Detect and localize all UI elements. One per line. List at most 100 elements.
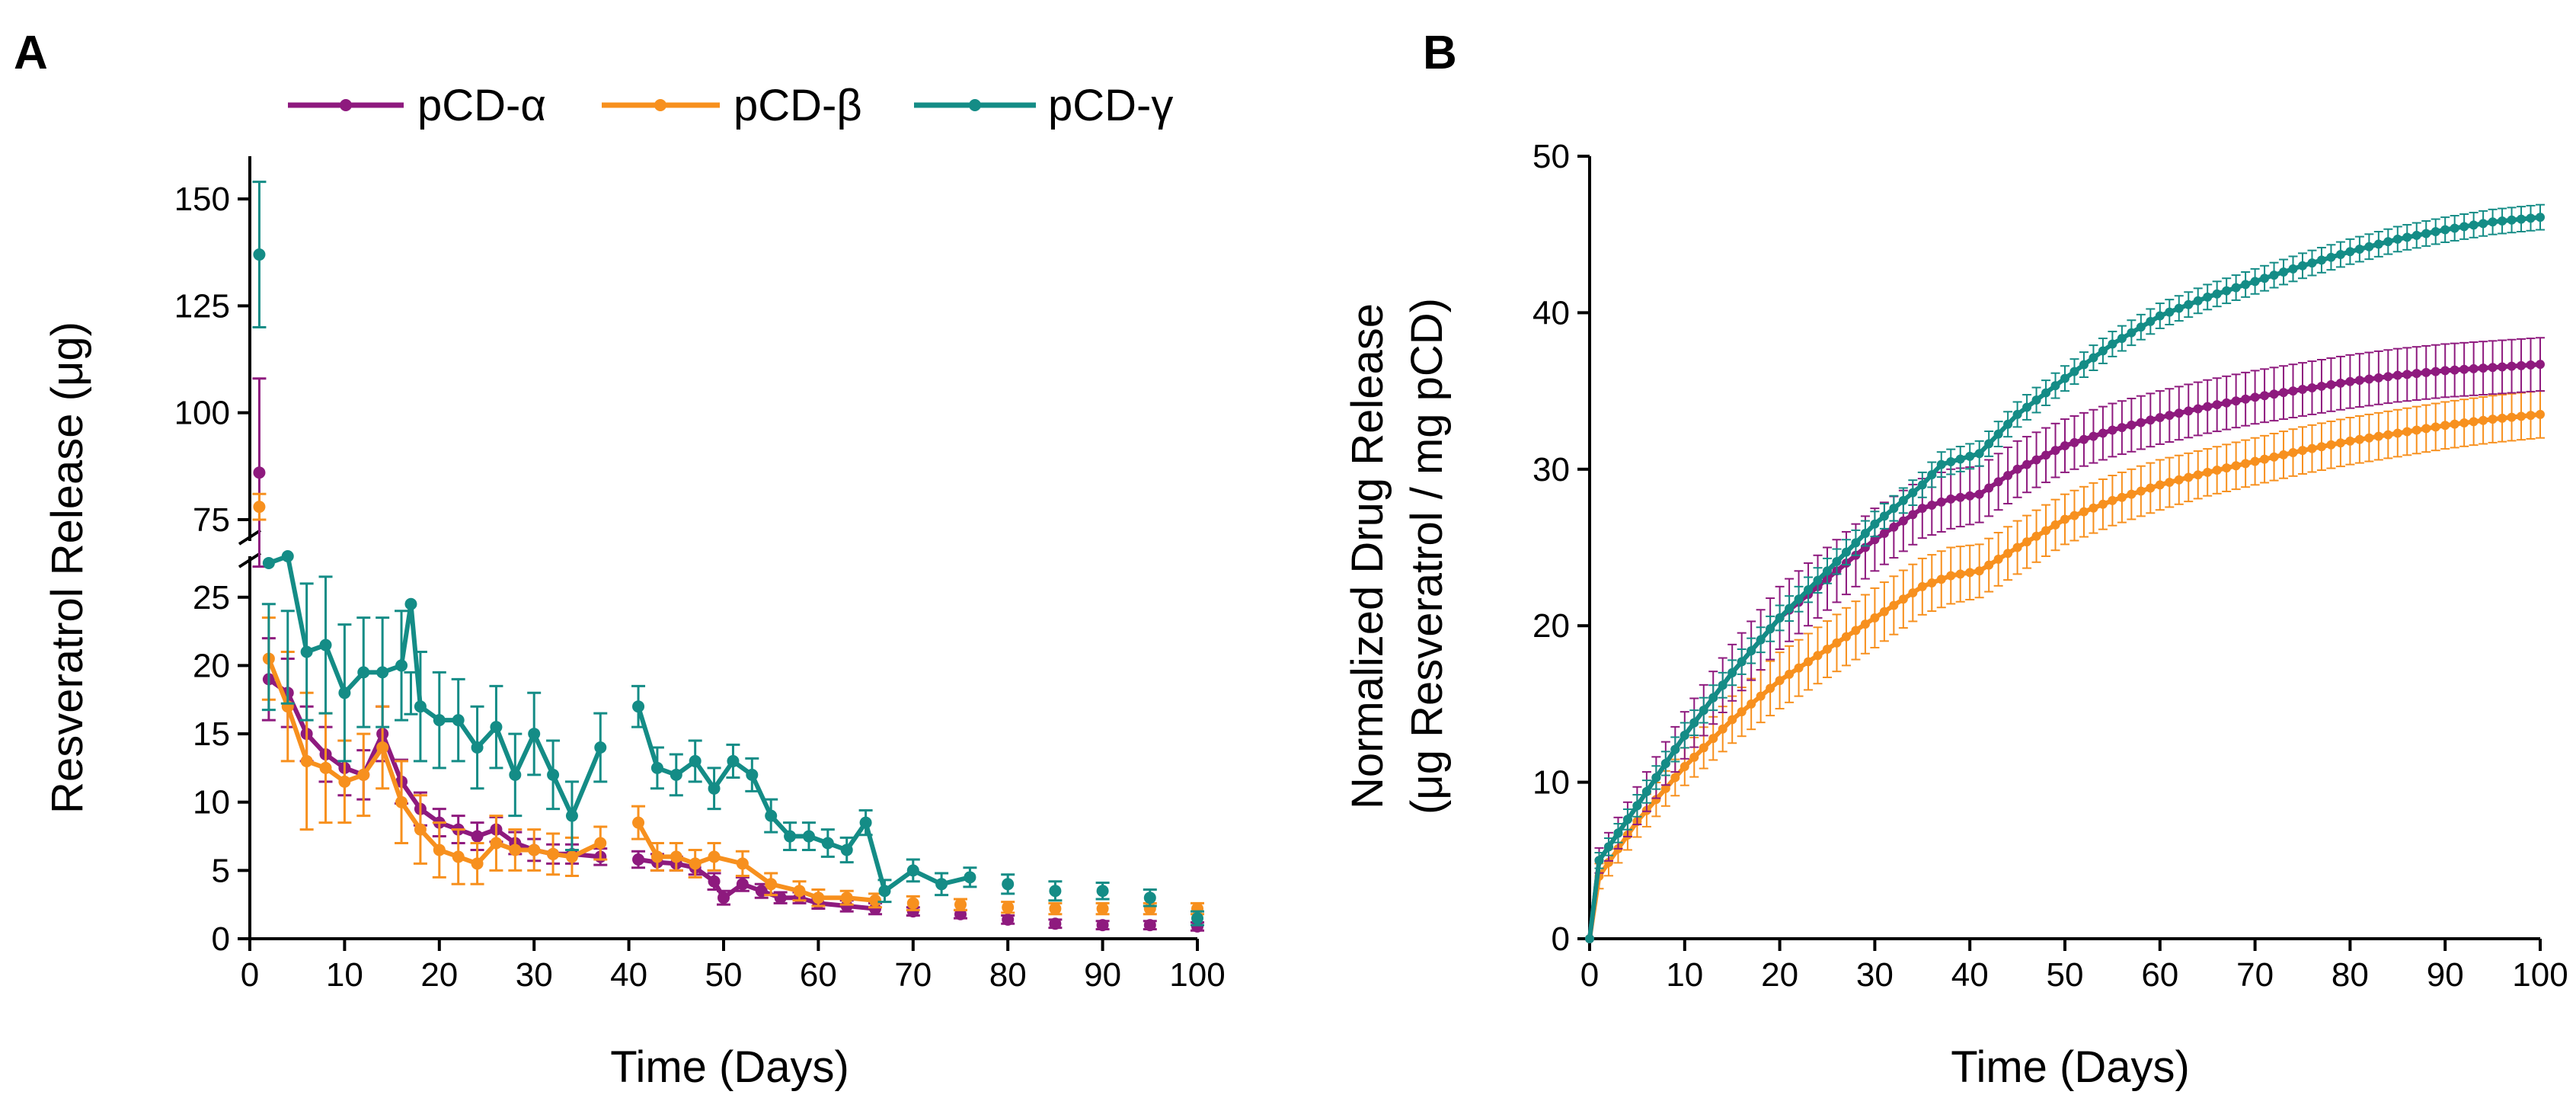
- panel-b-data-point-alpha: [2069, 437, 2079, 447]
- panel-b-data-point-gamma: [1879, 511, 1889, 521]
- panel-b-x-tick-label: 70: [2236, 956, 2274, 994]
- panel-b-data-point-beta: [2536, 409, 2545, 419]
- panel-b-data-point-gamma: [2431, 227, 2440, 237]
- panel-b-data-point-beta: [2231, 461, 2241, 471]
- panel-a-data-point-alpha: [1143, 919, 1156, 932]
- panel-b-data-point-beta: [2498, 413, 2507, 423]
- panel-b-data-point-gamma: [1860, 529, 1870, 539]
- panel-b-data-point-gamma: [2127, 328, 2137, 338]
- panel-a-series-beta: [252, 492, 1204, 916]
- panel-b-data-point-alpha: [2392, 370, 2402, 380]
- panel-a-data-point-gamma: [594, 741, 607, 754]
- panel-b-data-point-beta: [1708, 734, 1718, 744]
- panel-b-data-point-gamma: [1641, 786, 1651, 796]
- panel-b-data-point-alpha: [2155, 413, 2165, 423]
- panel-b-data-point-gamma: [1585, 934, 1594, 943]
- panel-b-data-point-alpha: [2450, 365, 2459, 375]
- panel-a-y-tick-label: 150: [174, 181, 230, 218]
- panel-b-data-point-gamma: [2335, 249, 2345, 259]
- panel-a-data-point-beta: [708, 850, 721, 863]
- panel-b-data-point-gamma: [1936, 459, 1946, 469]
- panel-b-data-point-beta: [1908, 588, 1918, 598]
- panel-b-data-point-beta: [2155, 480, 2165, 490]
- panel-a-data-point-beta: [594, 837, 607, 850]
- panel-b-data-point-gamma: [1747, 646, 1756, 656]
- panel-b-data-point-alpha: [2383, 372, 2393, 382]
- panel-b-y-tick-label: 30: [1532, 451, 1570, 488]
- panel-a-y-tick-label: 15: [193, 715, 230, 753]
- panel-b-data-point-gamma: [1917, 480, 1927, 490]
- panel-b-data-point-alpha: [2003, 471, 2013, 481]
- panel-b-data-point-gamma: [2174, 303, 2184, 313]
- panel-a-data-point-gamma: [632, 700, 645, 713]
- panel-b-data-point-alpha: [2288, 386, 2298, 396]
- panel-b-data-point-alpha: [2108, 425, 2117, 435]
- panel-b-data-point-beta: [2364, 433, 2374, 443]
- panel-a-x-tick-label: 20: [420, 956, 458, 994]
- panel-a-data-point-gamma: [906, 864, 919, 877]
- panel-a-data-point-beta: [840, 892, 853, 904]
- panel-b-data-point-gamma: [2193, 296, 2203, 306]
- panel-b-data-point-beta: [1651, 795, 1661, 805]
- panel-a-data-point-gamma: [376, 666, 389, 679]
- panel-b-data-point-alpha: [2079, 434, 2089, 444]
- panel-b-data-point-alpha: [2526, 360, 2536, 370]
- panel-a-x-tick-label: 50: [705, 956, 743, 994]
- panel-b-data-point-gamma: [2326, 252, 2336, 262]
- panel-b-data-point-beta: [2488, 415, 2498, 424]
- panel-b-data-point-beta: [1804, 657, 1814, 667]
- panel-a-series-gamma: [252, 181, 1204, 927]
- panel-b-data-point-gamma: [2050, 381, 2060, 391]
- panel-b-data-point-beta: [1747, 699, 1756, 709]
- panel-b-data-point-alpha: [2402, 370, 2412, 379]
- panel-b-data-point-alpha: [2117, 423, 2127, 433]
- panel-b-data-point-beta: [2507, 412, 2517, 422]
- panel-b-x-tick-label: 30: [1856, 956, 1894, 994]
- panel-a-data-point-beta: [736, 857, 749, 870]
- panel-b-data-point-gamma: [2241, 280, 2251, 290]
- panel-b-data-point-beta: [2022, 537, 2032, 547]
- panel-b-data-point-beta: [1737, 707, 1747, 717]
- panel-a-data-point-alpha: [632, 853, 645, 866]
- panel-b-y-axis-title-line1: Normalized Drug Release: [1343, 303, 1392, 809]
- panel-a-x-tick-label: 10: [326, 956, 363, 994]
- panel-b-data-point-gamma: [2517, 214, 2526, 224]
- panel-b-data-point-beta: [2354, 434, 2364, 444]
- panel-a-y-tick-label: 10: [193, 784, 230, 821]
- panel-b-data-point-gamma: [2117, 334, 2127, 344]
- panel-b-data-point-beta: [1965, 568, 1975, 578]
- panel-b-data-point-gamma: [1908, 488, 1918, 498]
- legend: pCD-α pCD-β pCD-γ: [288, 81, 1173, 130]
- panel-b-data-point-beta: [2298, 446, 2307, 456]
- panel-b-data-point-alpha: [2031, 455, 2041, 465]
- panel-b-data-point-gamma: [2507, 215, 2517, 225]
- panel-b-data-point-alpha: [2184, 406, 2194, 416]
- panel-b-data-point-alpha: [2479, 363, 2488, 373]
- panel-a-data-point-gamma: [528, 728, 541, 741]
- panel-b-data-point-gamma: [1898, 495, 1908, 505]
- panel-b-data-point-gamma: [2069, 367, 2079, 376]
- panel-b-data-point-beta: [1860, 619, 1870, 629]
- panel-a-data-point-gamma: [404, 597, 417, 610]
- panel-b-data-point-gamma: [2479, 219, 2488, 229]
- panel-b-data-point-beta: [2450, 419, 2459, 429]
- panel-b-data-point-gamma: [1613, 828, 1623, 838]
- panel-b-data-point-beta: [2146, 483, 2156, 493]
- panel-b-y-tick-label: 10: [1532, 764, 1570, 802]
- panel-b-data-point-alpha: [2231, 396, 2241, 406]
- panel-b-data-point-beta: [2288, 448, 2298, 458]
- panel-b-data-point-alpha: [1984, 483, 1994, 493]
- panel-b-data-point-gamma: [2421, 229, 2431, 238]
- panel-b-data-point-gamma: [1984, 439, 1994, 449]
- panel-b-data-point-gamma: [1766, 624, 1775, 634]
- panel-b-data-point-alpha: [2260, 391, 2270, 401]
- panel-b-series-beta: [1585, 390, 2545, 943]
- panel-b-data-point-alpha: [2507, 361, 2517, 371]
- panel-b-data-point-alpha: [2488, 363, 2498, 373]
- panel-a-data-point-gamma: [395, 659, 408, 672]
- panel-a-data-point-gamma: [878, 885, 891, 898]
- panel-a-plot-area: [252, 181, 1204, 933]
- panel-a-y-tick-label: 20: [193, 647, 230, 684]
- panel-a-data-point-beta: [509, 844, 522, 856]
- panel-b-data-point-beta: [1823, 645, 1832, 655]
